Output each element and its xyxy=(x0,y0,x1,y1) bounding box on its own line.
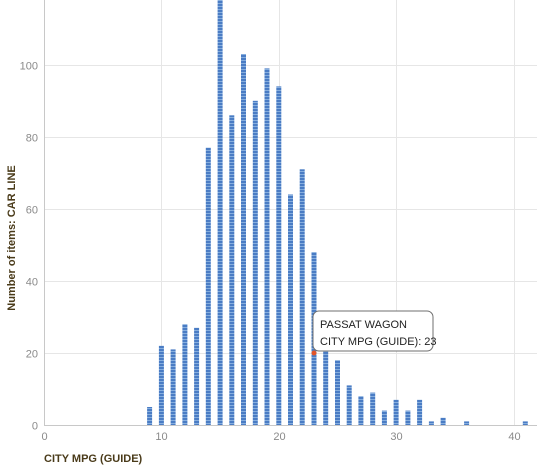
histogram-bar[interactable] xyxy=(252,100,258,426)
y-tick-label: 20 xyxy=(26,349,38,361)
histogram-bar[interactable] xyxy=(158,345,164,425)
histogram-bar[interactable] xyxy=(358,396,364,425)
histogram-bar[interactable] xyxy=(288,194,293,426)
histogram-bar[interactable] xyxy=(370,392,376,425)
y-tick-label: 100 xyxy=(20,61,38,73)
histogram-bar[interactable] xyxy=(323,338,329,425)
histogram-bar[interactable] xyxy=(229,115,235,426)
histogram-bar[interactable] xyxy=(346,385,352,425)
y-tick-label: 40 xyxy=(26,277,38,289)
tooltip-box xyxy=(312,310,434,352)
axes xyxy=(44,0,537,426)
histogram-bar[interactable] xyxy=(464,421,470,425)
histogram-bar[interactable] xyxy=(417,399,423,425)
histogram-bar[interactable] xyxy=(428,421,434,425)
histogram-bar[interactable] xyxy=(182,324,188,425)
tick-labels: 0 20 40 60 80 100 0 10 20 30 40 xyxy=(20,61,521,444)
x-tick-label: 30 xyxy=(390,431,402,443)
highlight-point xyxy=(311,350,317,356)
tooltip-detail: CITY MPG (GUIDE): 23 xyxy=(320,336,437,348)
bars xyxy=(147,0,528,426)
y-tick-label: 0 xyxy=(32,421,38,433)
histogram-bar[interactable] xyxy=(241,54,246,425)
histogram-bar[interactable] xyxy=(335,360,340,425)
x-axis-title: CITY MPG (GUIDE) xyxy=(44,453,143,465)
x-tick-label: 0 xyxy=(41,431,47,443)
histogram-bar[interactable] xyxy=(170,349,176,425)
histogram-bar[interactable] xyxy=(405,410,411,425)
histogram-bar[interactable] xyxy=(522,421,528,425)
histogram-bar[interactable] xyxy=(217,0,223,425)
histogram-bar[interactable] xyxy=(299,169,305,425)
y-axis-title: Number of items: CAR LINE xyxy=(6,165,18,310)
tooltip-title: PASSAT WAGON xyxy=(320,319,407,331)
histogram-bar[interactable] xyxy=(205,147,211,425)
histogram-bar[interactable] xyxy=(381,410,387,425)
histogram-bar[interactable] xyxy=(147,407,153,425)
y-tick-label: 60 xyxy=(26,205,38,217)
histogram-bar[interactable] xyxy=(276,86,282,426)
y-tick-label: 80 xyxy=(26,133,38,145)
histogram-bar[interactable] xyxy=(194,327,200,425)
histogram-bar[interactable] xyxy=(264,68,270,426)
x-tick-label: 40 xyxy=(508,431,520,443)
x-tick-label: 10 xyxy=(155,431,167,443)
histogram-bar[interactable] xyxy=(440,417,446,425)
histogram-bar[interactable] xyxy=(393,399,399,425)
x-tick-label: 20 xyxy=(273,431,285,443)
grid-lines xyxy=(44,0,537,425)
data-tooltip: PASSAT WAGON CITY MPG (GUIDE): 23 xyxy=(312,310,437,352)
